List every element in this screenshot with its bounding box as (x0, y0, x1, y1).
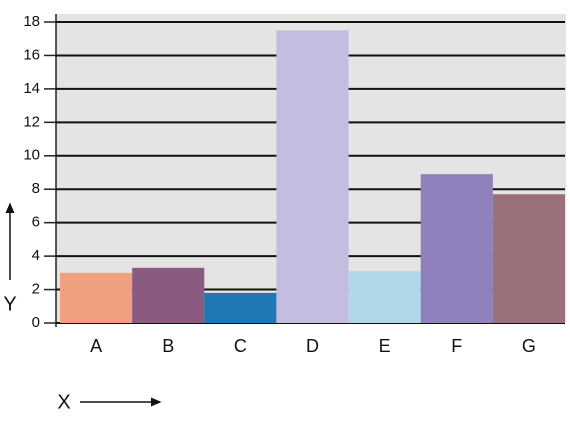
y-tick-label: 6 (32, 214, 40, 231)
x-tick-label: B (162, 336, 174, 356)
y-tick-label: 16 (23, 46, 40, 63)
bar (276, 30, 349, 323)
x-tick-label: D (306, 336, 319, 356)
x-axis-label: X (57, 391, 70, 413)
x-tick-label: E (379, 336, 391, 356)
y-tick-label: 0 (32, 314, 40, 331)
x-tick-label: F (451, 336, 462, 356)
y-tick-label: 10 (23, 147, 40, 164)
y-tick-label: 8 (32, 180, 40, 197)
y-tick-label: 18 (23, 13, 40, 30)
bar (204, 292, 277, 323)
y-tick-label: 4 (32, 247, 40, 264)
y-tick-label: 2 (32, 281, 40, 298)
y-axis-label: Y (3, 293, 16, 315)
bar (60, 272, 133, 323)
bar (348, 271, 421, 323)
x-tick-label: G (522, 336, 536, 356)
y-tick-label: 12 (23, 113, 40, 130)
x-tick-label: C (234, 336, 247, 356)
bar (492, 194, 565, 323)
bar (420, 174, 493, 323)
x-tick-label: A (90, 336, 102, 356)
y-tick-label: 14 (23, 80, 40, 97)
bar (132, 267, 205, 323)
